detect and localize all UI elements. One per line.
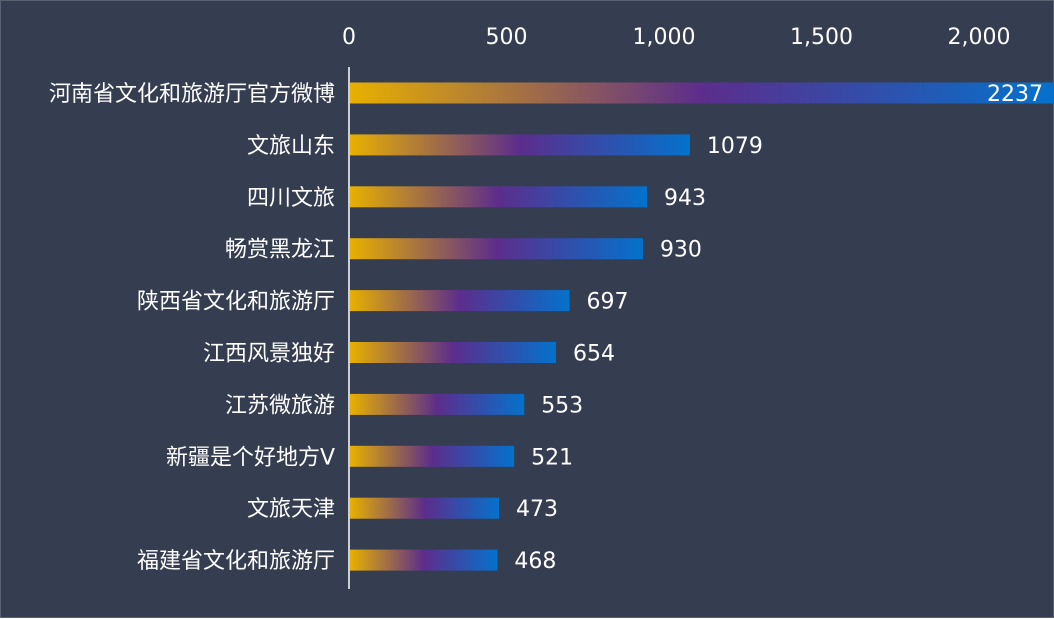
x-tick-label: 0 (342, 25, 356, 50)
value-label: 930 (660, 238, 702, 263)
value-label: 697 (587, 290, 629, 315)
value-label: 654 (573, 342, 615, 367)
x-tick-label: 1,500 (790, 25, 853, 50)
bar (350, 393, 525, 415)
x-tick-label: 500 (486, 25, 528, 50)
category-labels: 河南省文化和旅游厅官方微博文旅山东四川文旅畅赏黑龙江陕西省文化和旅游厅江西风景独… (49, 82, 335, 574)
bar (350, 445, 515, 467)
value-label: 468 (514, 549, 556, 574)
bar (350, 342, 557, 363)
value-label: 521 (531, 445, 573, 470)
value-label: 553 (541, 393, 583, 418)
x-axis-ticks: 0 500 1,000 1,500 2,000 (342, 25, 1010, 50)
value-labels: 2237 1079 943 930 697 654 553 521 473 468 (514, 82, 1043, 574)
category-label: 河南省文化和旅游厅官方微博 (49, 82, 335, 107)
category-label: 福建省文化和旅游厅 (137, 549, 335, 574)
bar (350, 186, 648, 208)
bar (350, 290, 570, 312)
category-label: 陕西省文化和旅游厅 (137, 290, 335, 315)
bar (350, 549, 498, 571)
x-tick-label: 1,000 (633, 25, 696, 50)
category-label: 畅赏黑龙江 (225, 238, 335, 263)
value-label: 473 (516, 497, 558, 522)
x-tick-label: 2,000 (948, 25, 1011, 50)
category-label: 江西风景独好 (203, 342, 335, 367)
value-label: 2237 (987, 82, 1043, 107)
category-label: 江苏微旅游 (225, 393, 335, 418)
category-label: 新疆是个好地方V (166, 445, 335, 470)
bar (350, 134, 690, 156)
bar (350, 82, 1054, 104)
category-label: 四川文旅 (247, 186, 335, 211)
value-label: 1079 (707, 134, 763, 159)
bar (350, 497, 499, 519)
bar (350, 238, 643, 260)
bars-group (350, 82, 1054, 571)
category-label: 文旅天津 (247, 497, 335, 522)
value-label: 943 (664, 186, 706, 211)
category-label: 文旅山东 (247, 134, 335, 159)
